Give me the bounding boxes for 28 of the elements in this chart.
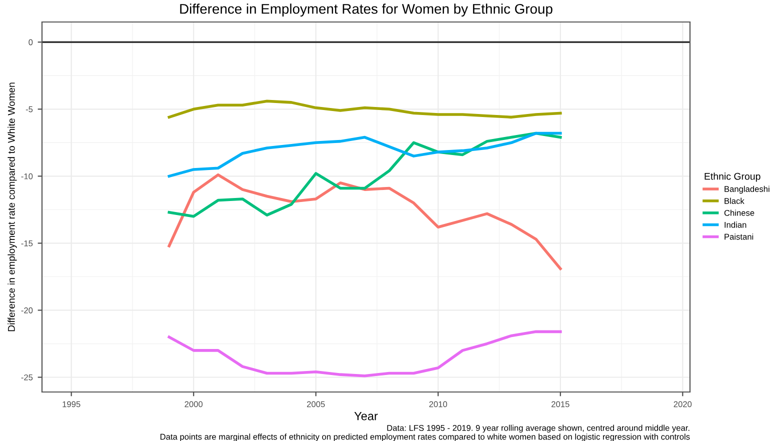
legend-label: Indian [724,222,746,228]
y-tick-label: -10 [21,173,33,180]
x-tick-label: 1995 [62,401,80,408]
line-series [168,132,562,178]
y-tick-label: -15 [21,240,33,246]
y-tick-label: 0 [28,39,33,46]
line-series [168,330,562,378]
y-tick-label: -20 [21,307,33,314]
legend-label: Chinese [724,210,754,216]
x-tick-label: 2020 [674,401,692,408]
x-tick-label: 2010 [429,401,448,408]
legend-label: Bangladeshi [724,186,770,194]
legend-label: Black [724,198,744,204]
line-series [168,132,562,218]
y-tick-label: -5 [26,106,33,112]
legend-title: Ethnic Group [704,172,760,182]
x-tick-label: 2015 [552,401,570,408]
legend-label: Paistani [724,234,754,240]
x-tick-label: 2000 [184,401,203,408]
y-axis-title: Difference in employment rate compared to White Women [8,82,17,332]
x-axis-title: Year [354,412,378,420]
line-series [168,100,562,119]
line-series [168,173,562,270]
x-tick-label: 2005 [307,401,325,408]
text: Data: LFS 1995 - 2019. 9 year rolling average shown, centred around middle year. [387,424,690,433]
text: Data points are marginal effects of ethnicity on predicted employment rates compared to white women based on logistic regression with controls [160,434,690,441]
chart-title: Difference in Employment Rates for Women by Ethnic Group [180,4,552,17]
y-tick-label: -25 [21,374,33,380]
